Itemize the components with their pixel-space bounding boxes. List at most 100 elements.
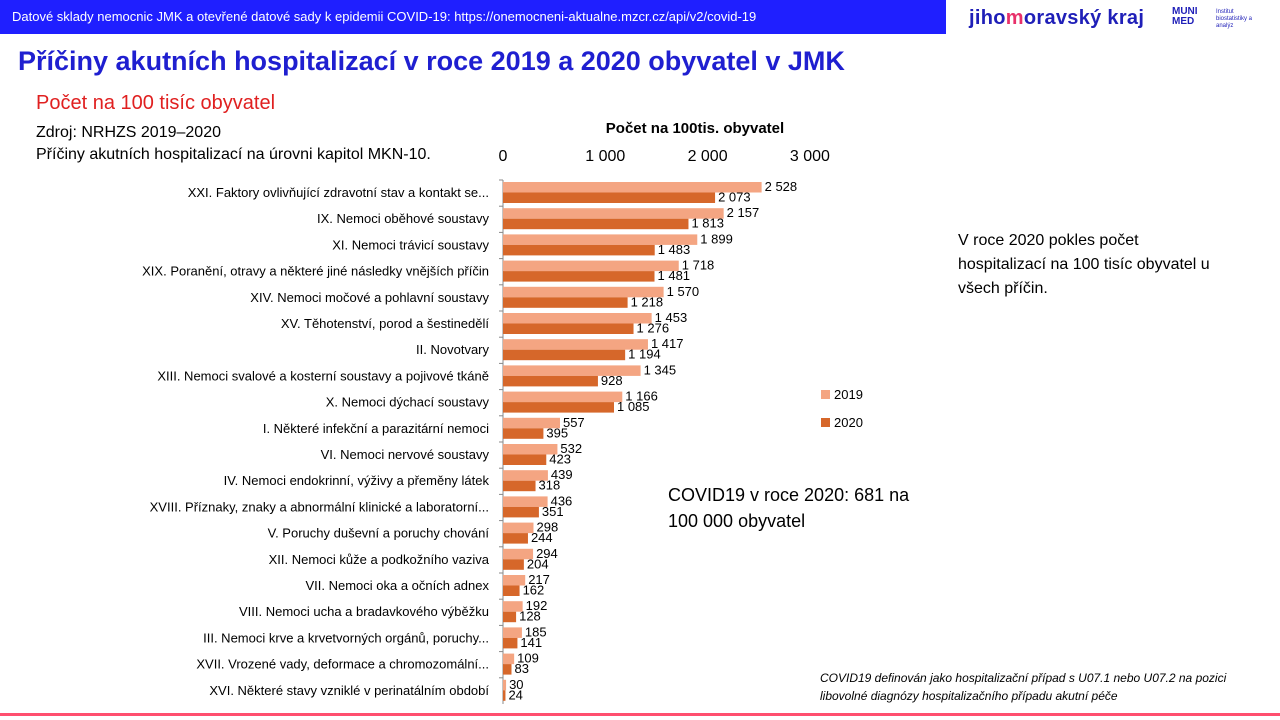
bar-value-label: 162 bbox=[523, 583, 545, 598]
bar-value-label: 109 bbox=[517, 651, 539, 666]
note-covid: COVID19 v roce 2020: 681 na 100 000 obyv… bbox=[668, 485, 910, 531]
bar-value-label: 128 bbox=[519, 609, 541, 624]
category-label: XIV. Nemoci močové a pohlavní soustavy bbox=[250, 290, 489, 305]
bar-2019 bbox=[503, 208, 724, 219]
category-label: XIII. Nemoci svalové a kosterní soustavy… bbox=[157, 368, 489, 383]
legend-label: 2019 bbox=[834, 387, 863, 402]
bar-2020 bbox=[503, 375, 598, 387]
bar-2019 bbox=[503, 417, 560, 429]
bar-value-label: 557 bbox=[563, 415, 585, 430]
bottom-accent-line bbox=[0, 713, 1280, 716]
bar-2020 bbox=[503, 611, 517, 623]
category-label: IV. Nemoci endokrinní, výživy a přeměny … bbox=[224, 473, 490, 488]
category-label: V. Poruchy duševní a poruchy chování bbox=[268, 526, 490, 541]
bar-value-label: 1 570 bbox=[667, 284, 700, 299]
bar-2020 bbox=[503, 480, 536, 492]
banner-text: Datové sklady nemocnic JMK a otevřené da… bbox=[12, 9, 757, 24]
bar-value-label: 294 bbox=[536, 546, 558, 561]
bar-2019 bbox=[503, 182, 762, 193]
bar-value-label: 1 718 bbox=[682, 258, 715, 273]
bar-value-label: 2 073 bbox=[718, 190, 751, 205]
bar-2019 bbox=[503, 653, 515, 665]
bar-value-label: 24 bbox=[508, 687, 522, 702]
bar-2019 bbox=[503, 627, 522, 638]
logo-muni-subtitle: Institut biostatistiky a analýz bbox=[1216, 9, 1253, 29]
bar-value-label: 395 bbox=[546, 425, 568, 440]
bar-value-label: 1 218 bbox=[631, 294, 664, 309]
chart-title: Počet na 100tis. obyvatel bbox=[606, 120, 784, 137]
category-label: VI. Nemoci nervové soustavy bbox=[321, 447, 490, 462]
bar-value-label: 532 bbox=[560, 441, 582, 456]
x-tick-label: 2 000 bbox=[688, 148, 728, 165]
bar-2020 bbox=[503, 585, 520, 596]
bar-value-label: 1 453 bbox=[655, 310, 688, 325]
jmk-logo: jihomoravský kraj bbox=[969, 7, 1144, 30]
bar-2020 bbox=[503, 454, 547, 465]
bar-2020 bbox=[503, 428, 544, 439]
bar-value-label: 318 bbox=[539, 478, 561, 493]
bar-value-label: 204 bbox=[527, 556, 549, 571]
category-label: XVII. Vrozené vady, deformace a chromozo… bbox=[196, 657, 489, 672]
logo-jmk-pre: jiho bbox=[969, 7, 1006, 29]
legend-swatch-2019 bbox=[821, 390, 830, 399]
note-decline: V roce 2020 pokles počet hospitalizací n… bbox=[958, 232, 1210, 297]
data-source: Zdroj: NRHZS 2019–2020 bbox=[36, 124, 221, 141]
x-tick-label: 0 bbox=[499, 148, 508, 165]
chart-description: Příčiny akutních hospitalizací na úrovni… bbox=[36, 146, 431, 163]
bar-value-label: 1 194 bbox=[628, 347, 661, 362]
bar-2019 bbox=[503, 339, 648, 350]
bar-value-label: 217 bbox=[528, 572, 550, 587]
muni-med-logo: MUNI MED bbox=[1172, 7, 1198, 27]
category-label: XVIII. Příznaky, znaky a abnormální klin… bbox=[150, 499, 489, 514]
header-banner: Datové sklady nemocnic JMK a otevřené da… bbox=[0, 0, 946, 34]
bar-2019 bbox=[503, 548, 534, 560]
footnote: COVID19 definován jako hospitalizační př… bbox=[820, 671, 1227, 703]
logo-muni-line1: MUNI bbox=[1172, 6, 1198, 17]
bar-value-label: 439 bbox=[551, 467, 573, 482]
bar-value-label: 185 bbox=[525, 624, 547, 639]
bar-2019 bbox=[503, 496, 548, 507]
bar-value-label: 298 bbox=[536, 520, 558, 535]
bar-2019 bbox=[503, 444, 558, 455]
bar-value-label: 30 bbox=[509, 677, 523, 692]
bar-value-label: 1 166 bbox=[625, 389, 658, 404]
legend-swatch-2020 bbox=[821, 418, 830, 427]
bar-value-label: 1 276 bbox=[637, 321, 670, 336]
bar-value-label: 1 481 bbox=[658, 268, 691, 283]
logo-muni-line2: MED bbox=[1172, 16, 1195, 27]
bar-2020 bbox=[503, 192, 716, 203]
category-label: IX. Nemoci oběhové soustavy bbox=[317, 211, 489, 226]
bar-2020 bbox=[503, 533, 528, 544]
bar-2020 bbox=[503, 323, 634, 334]
category-label: I. Některé infekční a parazitární nemoci bbox=[263, 421, 489, 436]
logo-jmk-post: oravský kraj bbox=[1023, 7, 1145, 29]
bar-value-label: 1 345 bbox=[644, 362, 677, 377]
category-label: XIX. Poranění, otravy a některé jiné nás… bbox=[142, 264, 489, 279]
category-label: XVI. Některé stavy vzniklé v perinatální… bbox=[209, 683, 489, 698]
bar-2020 bbox=[503, 349, 626, 361]
category-label: XI. Nemoci trávicí soustavy bbox=[332, 237, 489, 252]
category-label: II. Novotvary bbox=[416, 342, 489, 357]
category-label: XII. Nemoci kůže a podkožního vaziva bbox=[269, 552, 490, 567]
bar-2019 bbox=[503, 286, 664, 298]
bar-2019 bbox=[503, 234, 698, 245]
bar-2020 bbox=[503, 637, 518, 649]
bar-value-label: 141 bbox=[520, 635, 542, 650]
x-tick-label: 3 000 bbox=[790, 148, 830, 165]
category-label: VIII. Nemoci ucha a bradavkového výběžku bbox=[239, 604, 489, 619]
bar-2019 bbox=[503, 575, 526, 586]
page-subtitle: Počet na 100 tisíc obyvatel bbox=[36, 92, 276, 114]
bar-2020 bbox=[503, 664, 512, 675]
bar-value-label: 928 bbox=[601, 373, 623, 388]
bar-2020 bbox=[503, 402, 614, 413]
bar-2020 bbox=[503, 218, 689, 230]
bar-2019 bbox=[503, 601, 523, 612]
bar-value-label: 1 417 bbox=[651, 336, 684, 351]
bar-2019 bbox=[503, 313, 652, 324]
legend-label: 2020 bbox=[834, 415, 863, 430]
bar-2019 bbox=[503, 522, 534, 534]
bar-2019 bbox=[503, 391, 623, 403]
bar-value-label: 436 bbox=[551, 493, 573, 508]
bar-value-label: 244 bbox=[531, 530, 553, 545]
